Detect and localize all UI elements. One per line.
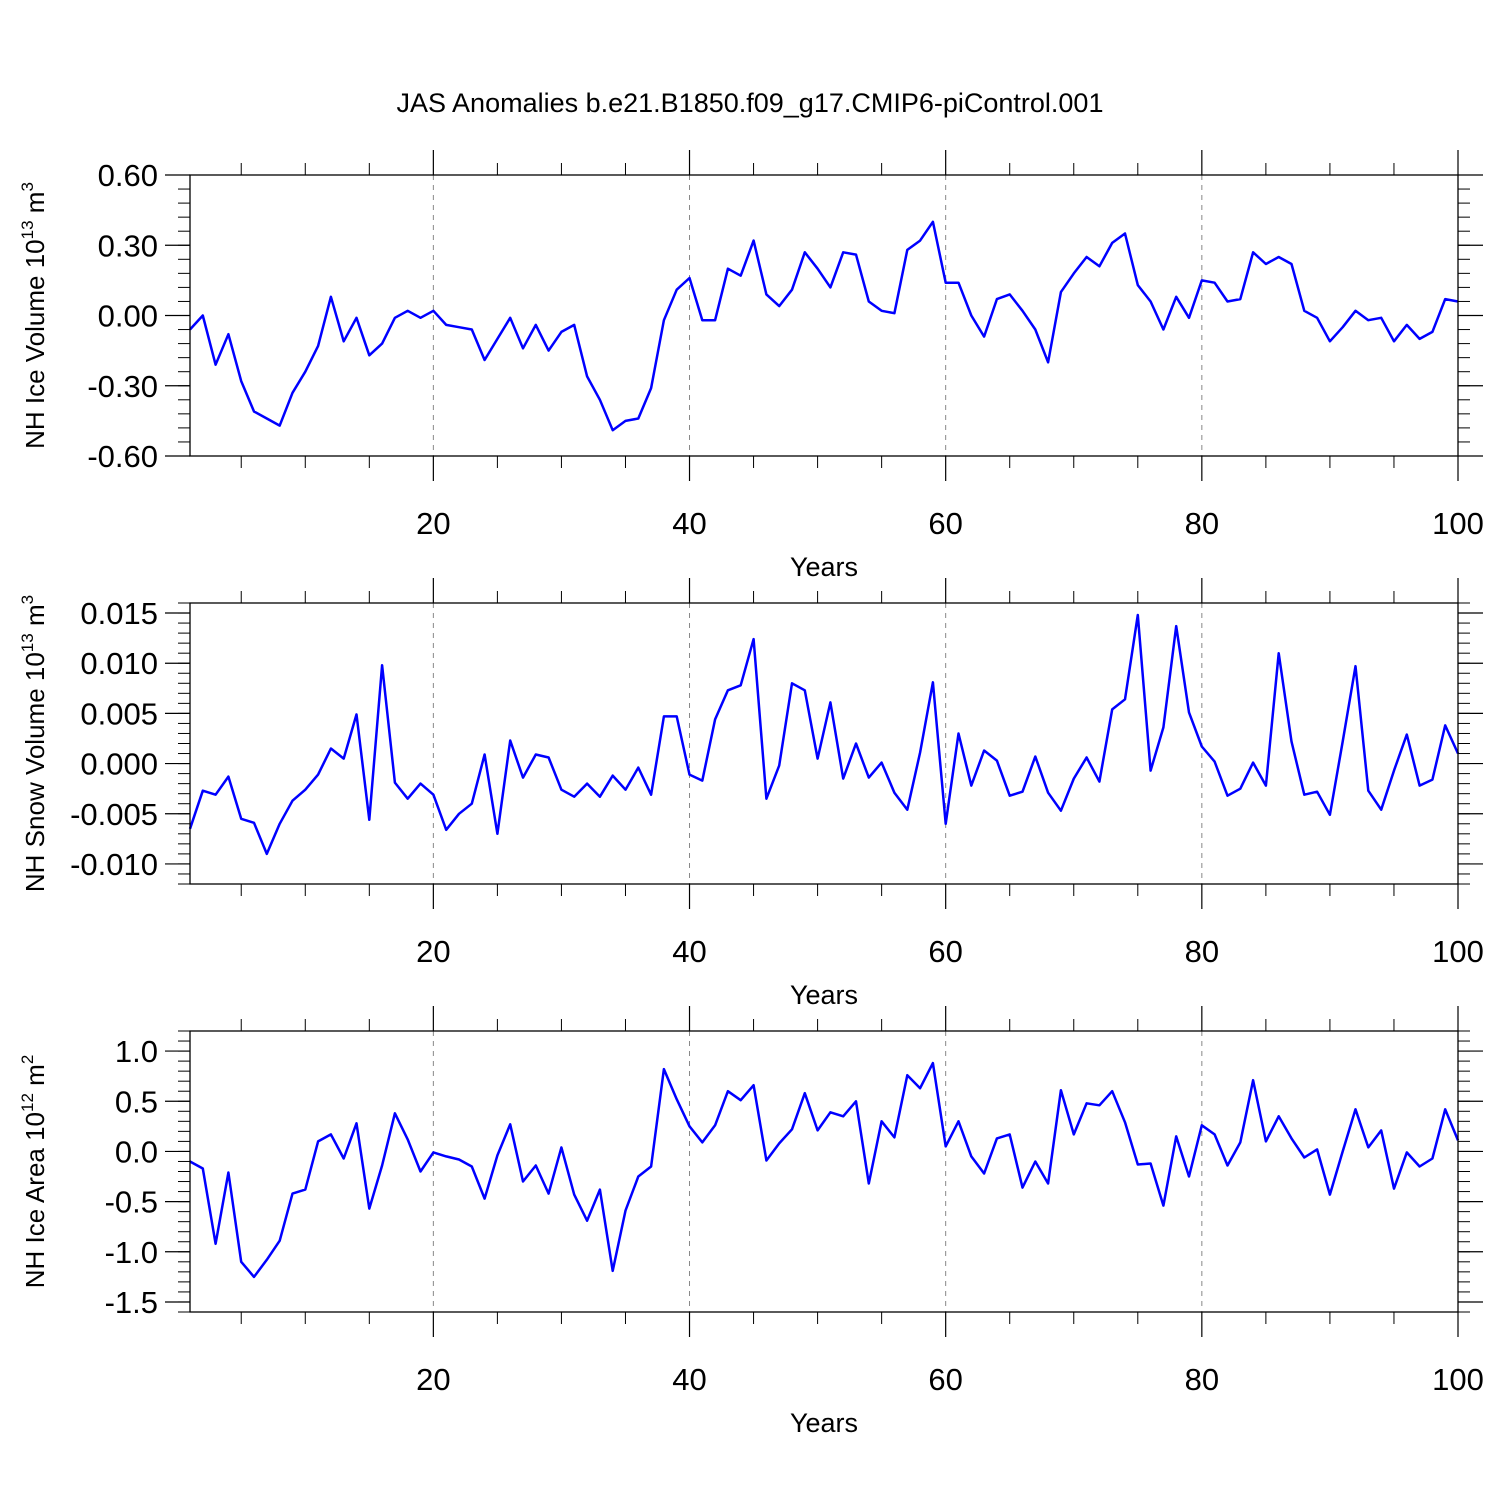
y-tick-label: 0.0: [115, 1134, 158, 1169]
panel-1: -0.60 -0.30 0.00 0.30 0.60 20 40 60 80 100 Years NH…: [18, 150, 1484, 582]
y-label-unit: m: [20, 192, 50, 221]
x-tick-label: 100: [1432, 506, 1484, 541]
y-tick-label: 0.60: [98, 158, 158, 193]
y-tick-label: 1.0: [115, 1034, 158, 1069]
panel-2: -0.010 -0.005 0.000 0.005 0.010 0.015 20 40 60 80…: [18, 578, 1484, 1010]
y-label-main: NH Ice Area 10: [20, 1112, 50, 1288]
x-tick-label: 100: [1432, 1362, 1484, 1397]
series-line: [189, 1061, 1460, 1279]
series-line: [189, 220, 1459, 432]
y-tick-label: -0.010: [70, 847, 158, 882]
panels: -0.60 -0.30 0.00 0.30 0.60 20 40 60 80 100 Years NH…: [18, 150, 1484, 1438]
y-tick-label: 0.30: [98, 228, 158, 263]
y-tick-label: 0.015: [80, 596, 158, 631]
y-tick-label: -0.5: [105, 1185, 158, 1220]
y-label-unit: m: [20, 604, 50, 633]
x-tick-label: 60: [928, 1362, 962, 1397]
y-tick-label: 0.000: [80, 747, 158, 782]
y-label-main: NH Snow Volume 10: [20, 652, 50, 892]
x-tick-label: 60: [928, 506, 962, 541]
y-tick-label: -1.5: [105, 1285, 158, 1320]
y-label-exponent: 13: [18, 633, 37, 652]
y-tick-label: 0.00: [98, 299, 158, 334]
y-axis-label: NH Ice Volume 1013 m3: [18, 182, 50, 449]
series-line: [188, 613, 1460, 856]
y-tick-label: -0.005: [70, 797, 158, 832]
y-tick-label: -0.60: [87, 439, 158, 474]
x-tick-label: 100: [1432, 934, 1484, 969]
x-tick-label: 40: [672, 506, 706, 541]
y-label-exponent: 12: [18, 1093, 37, 1112]
y-label-unit-exponent: 2: [18, 1055, 37, 1064]
y-tick-label: 0.010: [80, 646, 158, 681]
y-label-unit-exponent: 3: [18, 182, 37, 191]
panel-3: -1.5 -1.0 -0.5 0.0 0.5 1.0 20 40 60 80 100 Years NH …: [18, 1006, 1484, 1438]
y-axis-label: NH Ice Area 1012 m2: [18, 1055, 50, 1289]
x-tick-label: 20: [416, 1362, 450, 1397]
x-tick-label: 80: [1185, 934, 1219, 969]
y-tick-label: 0.005: [80, 696, 158, 731]
x-tick-label: 20: [416, 506, 450, 541]
y-tick-label: 0.5: [115, 1084, 158, 1119]
y-label-exponent: 13: [18, 220, 37, 239]
x-tick-label: 80: [1185, 1362, 1219, 1397]
y-label-unit: m: [20, 1064, 50, 1093]
chart-title: JAS Anomalies b.e21.B1850.f09_g17.CMIP6-…: [397, 88, 1104, 118]
plot-frame: [189, 1030, 1459, 1313]
plot-frame: [189, 174, 1459, 457]
y-label-unit-exponent: 3: [18, 595, 37, 604]
x-tick-label: 60: [928, 934, 962, 969]
x-tick-label: 40: [672, 1362, 706, 1397]
plot-frame: [189, 602, 1459, 885]
x-tick-label: 20: [416, 934, 450, 969]
x-axis-label: Years: [790, 980, 858, 1010]
y-label-main: NH Ice Volume 10: [20, 239, 50, 449]
y-tick-label: -1.0: [105, 1235, 158, 1270]
x-axis-label: Years: [790, 552, 858, 582]
x-tick-label: 40: [672, 934, 706, 969]
x-tick-label: 80: [1185, 506, 1219, 541]
x-axis-label: Years: [790, 1408, 858, 1438]
y-tick-label: -0.30: [87, 369, 158, 404]
y-axis-label: NH Snow Volume 1013 m3: [18, 595, 50, 892]
